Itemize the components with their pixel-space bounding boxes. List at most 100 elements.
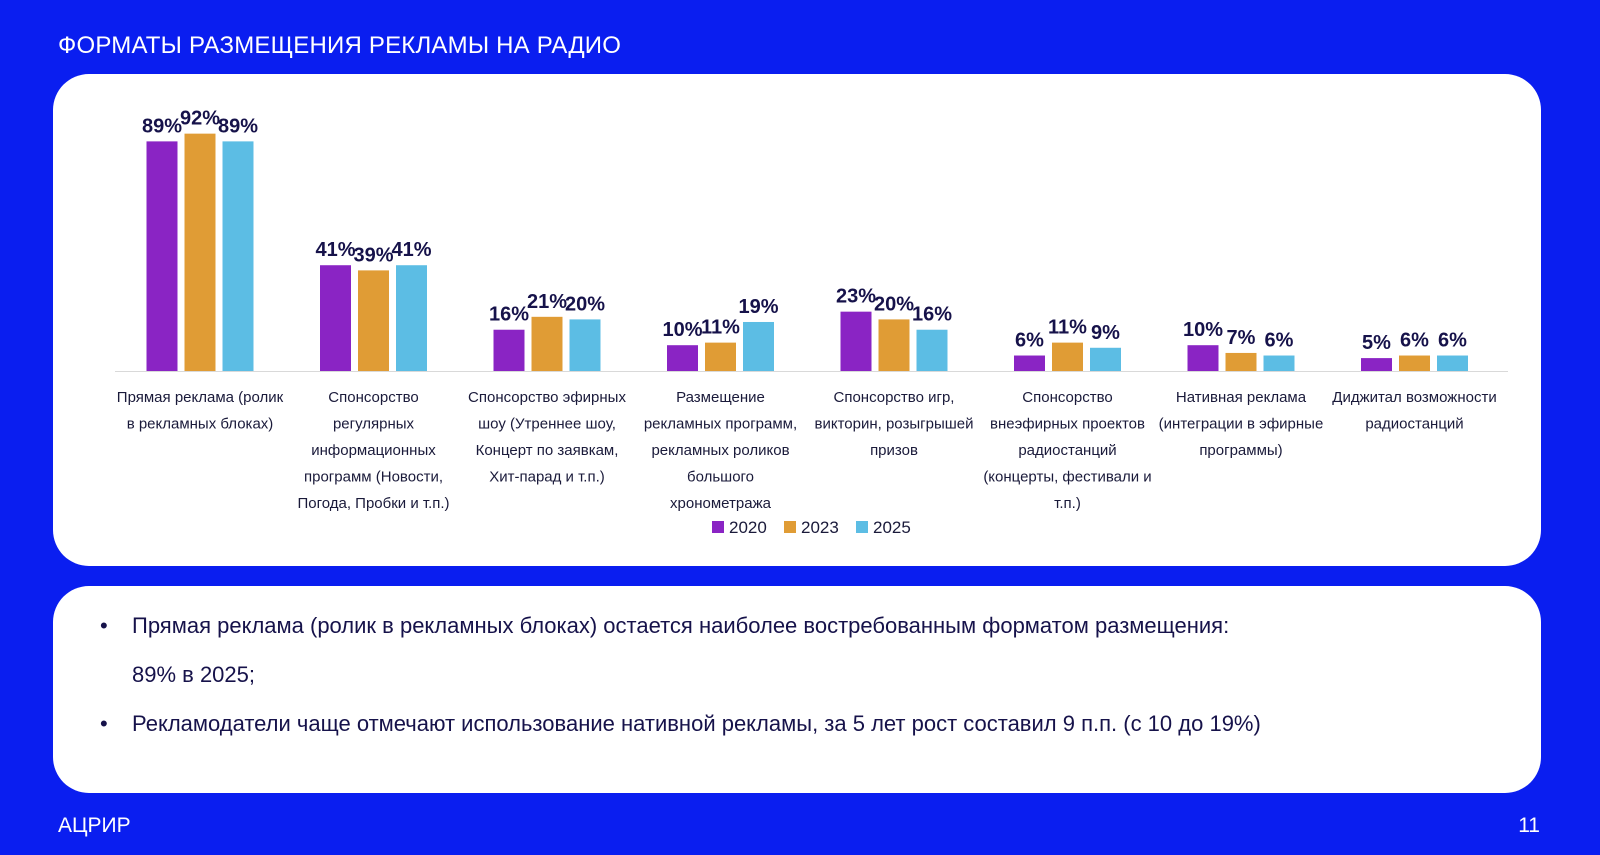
data-label: 20% [874,293,914,315]
data-label: 10% [662,319,702,341]
data-label: 41% [391,239,431,261]
category-label-line: рекламных программ, [644,416,797,433]
bar-2023 [1399,355,1430,371]
bar-2023 [1052,342,1083,371]
bar-2020 [1014,355,1045,371]
bar-2020 [1187,345,1219,371]
summary-card: • Прямая реклама (ролик в рекламных блок… [53,586,1541,793]
category-label: Спонсорство внеэфирных проектов радиостанц… [983,389,1151,512]
bar-2020 [320,265,351,371]
category-label-line: хронометража [670,495,772,512]
category-label-line: радиостанций [1365,416,1463,433]
bar-2025 [916,329,948,371]
category-label-line: Концерт по заявкам, [476,442,619,459]
category-label: Спонсорство игр, викторин, розыгрышей приз… [815,389,974,459]
legend-label: 2023 [801,518,839,537]
legend-swatch-2025 [856,521,868,533]
category-label-line: программ (Новости, [304,469,443,486]
data-label: 89% [218,115,258,137]
chart-card: 89% 92% 89% Прямая реклама (ролик в рекламны… [53,74,1541,566]
category-label-line: Диджитал возможности [1332,389,1496,406]
bar-2025 [569,319,601,371]
data-label: 6% [1015,330,1044,352]
bar-2020 [146,141,178,371]
category-label-line: шоу (Утреннее шоу, [478,416,616,433]
category-label: Нативная реклама (интеграции в эфирные про… [1159,389,1324,459]
data-label: 9% [1091,322,1120,344]
data-label: 11% [1048,317,1087,339]
category-label: Спонсорство эфирных шоу (Утреннее шоу, Кон… [468,389,626,486]
page-number: 11 [1518,814,1540,837]
category-label-line: Спонсорство [328,389,418,406]
bar-2025 [1437,355,1468,371]
category-label-line: (концерты, фестивали и [983,469,1151,486]
bullet-text: Прямая реклама (ролик в рекламных блоках… [132,613,1230,638]
bar-2020 [1361,358,1392,371]
category-label-line: радиостанций [1018,442,1116,459]
bar-2025 [1263,355,1295,371]
category-label-line: Спонсорство эфирных [468,389,626,406]
bar-2023 [358,270,389,371]
category-label-line: викторин, розыгрышей [815,416,974,433]
bar-2025 [1090,347,1121,371]
legend-swatch-2020 [712,521,724,533]
data-label: 16% [912,304,952,326]
bar-2025 [396,265,427,371]
category-label-line: призов [870,442,918,459]
data-label: 7% [1227,327,1256,349]
data-label: 89% [142,115,182,137]
data-label: 6% [1400,330,1429,352]
category-label-line: т.п.) [1054,495,1081,512]
category-label-line: большого [687,469,754,486]
category-label: Прямая реклама (ролик в рекламных блоках) [117,389,284,433]
bar-2020 [667,345,698,371]
slide-title: ФОРМАТЫ РАЗМЕЩЕНИЯ РЕКЛАМЫ НА РАДИО [58,32,622,59]
data-label: 19% [738,296,778,318]
data-label: 10% [1183,319,1223,341]
data-label: 6% [1438,330,1467,352]
category-label: Диджитал возможности радиостанций [1332,389,1496,433]
category-label-line: Хит-парад и т.п.) [489,469,605,486]
category-label: Спонсорство регулярных информационных прогр… [297,389,449,512]
legend-label: 2020 [729,518,767,537]
category-label-line: Прямая реклама (ролик [117,389,284,406]
bar-2023 [531,316,563,371]
category-label-line: Нативная реклама [1176,389,1307,406]
data-label: 92% [180,108,220,130]
bar-2023 [184,133,216,371]
data-label: 21% [527,291,567,313]
category-label-line: Спонсорство [1022,389,1112,406]
bar-2023 [878,319,910,371]
category-label-line: регулярных [333,416,415,433]
category-label-line: Размещение [676,389,765,406]
legend-label: 2025 [873,518,911,537]
bullet-dot-icon: • [100,711,108,736]
legend-swatch-2023 [784,521,796,533]
bar-2020 [840,311,872,371]
category-label-line: внеэфирных проектов [990,416,1145,433]
footer-brand: АЦРИР [58,814,131,837]
bullet-text: Рекламодатели чаще отмечают использовани… [132,711,1261,736]
data-label: 23% [836,286,876,308]
data-label: 16% [489,304,529,326]
category-label-line: в рекламных блоках) [127,416,274,433]
summary-bullet: • Рекламодатели чаще отмечают использова… [100,699,1457,748]
bar-2025 [222,141,254,371]
bar-2023 [705,342,736,371]
bar-chart: 89%92%89% Прямая реклама (ролик в рекламны… [115,108,1508,537]
bar-2025 [743,321,774,371]
category-label-line: информационных [311,442,436,459]
data-label: 41% [315,239,355,261]
data-label: 5% [1362,332,1391,354]
category-label-line: Погода, Пробки и т.п.) [297,495,449,512]
summary-bullet: • Прямая реклама (ролик в рекламных блок… [100,601,1457,699]
category-label-line: (интеграции в эфирные [1159,416,1324,433]
category-label-line: программы) [1199,442,1282,459]
bullet-text-continued: 89% в 2025; [132,662,255,687]
bullet-dot-icon: • [100,613,108,638]
data-label: 39% [353,244,393,266]
category-label: Размещение рекламных программ, рекламных р… [644,389,797,512]
category-label-line: рекламных роликов [651,442,789,459]
data-label: 6% [1265,330,1294,352]
data-label: 11% [701,317,740,339]
